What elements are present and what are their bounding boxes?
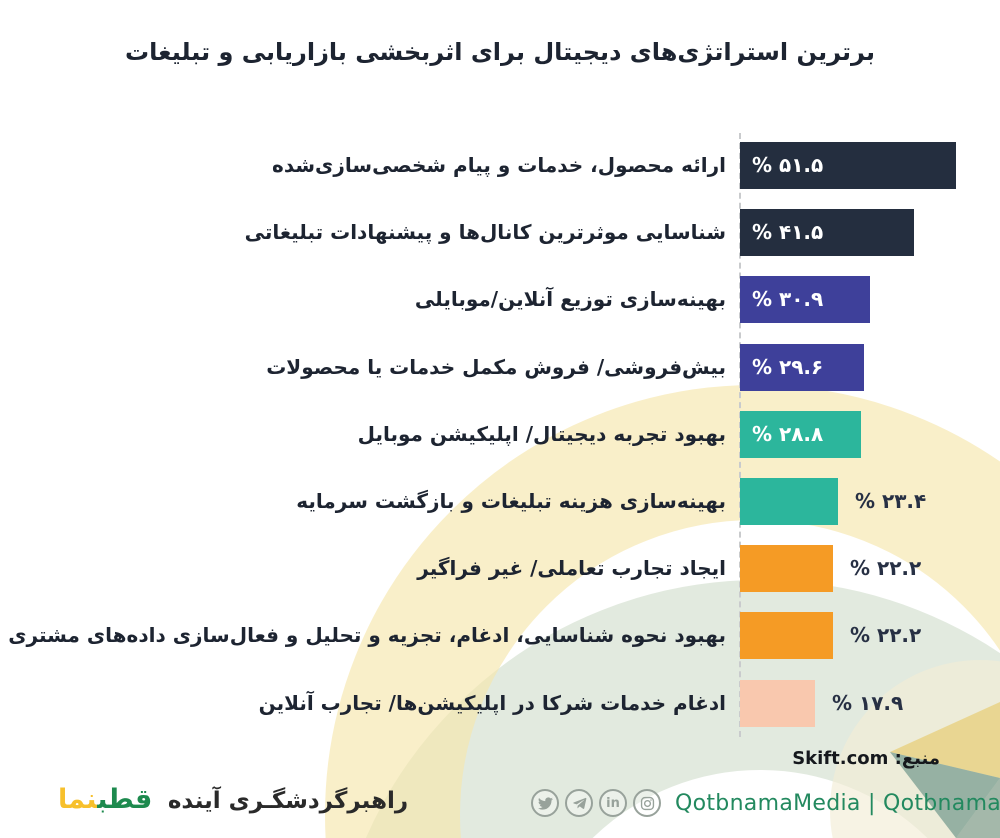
category-label: ارائه محصول، خدمات و پیام شخصی‌سازی‌شده [272, 153, 726, 177]
value-label: % ۲۹.۶ [752, 355, 824, 379]
category-label: بهبود نحوه شناسایی، ادغام، تجزیه و تحلیل… [8, 623, 726, 647]
bar [740, 209, 914, 256]
chart-row: ارائه محصول، خدمات و پیام شخصی‌سازی‌شده … [0, 142, 1000, 189]
telegram-icon[interactable] [565, 789, 593, 817]
twitter-icon[interactable] [531, 789, 559, 817]
chart-title: برترین استراتژی‌های دیجیتال برای اثربخشی… [125, 38, 875, 66]
bar [740, 680, 815, 727]
chart-row: بهینه‌سازی توزیع آنلاین/موبایلی % ۳۰.۹ [0, 276, 1000, 323]
bar [740, 344, 864, 391]
category-label: بهینه‌سازی هزینه تبلیغات و بازگشت سرمایه [296, 489, 726, 513]
bar [740, 276, 870, 323]
social-row: in QotbnamaMedia | Qotbnama.com [531, 789, 1000, 817]
value-label: % ۱۷.۹ [832, 691, 904, 715]
brand-logo: راهبرگردشگـری آینده قطبنما [58, 784, 408, 815]
bar [740, 411, 861, 458]
category-label: ادغام خدمات شرکا در اپلیکیشن‌ها/ تجارب آ… [258, 691, 726, 715]
chart-row: بهینه‌سازی هزینه تبلیغات و بازگشت سرمایه… [0, 478, 1000, 525]
chart-row: بهبود نحوه شناسایی، ادغام، تجزیه و تحلیل… [0, 612, 1000, 659]
bar [740, 545, 833, 592]
value-label: % ۴۱.۵ [752, 220, 824, 244]
brand-tagline: راهبرگردشگـری آینده [167, 788, 409, 814]
bar [740, 142, 956, 189]
chart-row: بهبود تجربه دیجیتال/ اپلیکیشن موبایل % ۲… [0, 411, 1000, 458]
bar [740, 478, 838, 525]
value-label: % ۳۰.۹ [752, 287, 824, 311]
bar [740, 612, 833, 659]
value-label: % ۵۱.۵ [752, 153, 824, 177]
social-handle[interactable]: QotbnamaMedia | Qotbnama.com [675, 790, 1000, 816]
chart-row: ایجاد تجارب تعاملی/ غیر فراگیر % ۲۲.۲ [0, 545, 1000, 592]
category-label: بیش‌فروشی/ فروش مکمل خدمات یا محصولات [266, 355, 726, 379]
value-label: % ۲۲.۲ [850, 623, 922, 647]
brand-name-yellow: نما [58, 784, 98, 815]
linkedin-icon[interactable]: in [599, 789, 627, 817]
category-label: بهبود تجربه دیجیتال/ اپلیکیشن موبایل [357, 422, 726, 446]
source-note: منبع: Skift.com [792, 748, 940, 769]
value-label: % ۲۳.۴ [855, 489, 927, 513]
chart-row: بیش‌فروشی/ فروش مکمل خدمات یا محصولات % … [0, 344, 1000, 391]
category-label: ایجاد تجارب تعاملی/ غیر فراگیر [417, 556, 726, 580]
chart-row: ادغام خدمات شرکا در اپلیکیشن‌ها/ تجارب آ… [0, 680, 1000, 727]
value-label: % ۲۸.۸ [752, 422, 824, 446]
value-label: % ۲۲.۲ [850, 556, 922, 580]
chart-row: شناسایی موثرترین کانال‌ها و پیشنهادات تب… [0, 209, 1000, 256]
category-label: شناسایی موثرترین کانال‌ها و پیشنهادات تب… [244, 220, 726, 244]
compass-kite-shape [890, 702, 1000, 838]
brand-name-green: قطب [97, 784, 153, 815]
category-label: بهینه‌سازی توزیع آنلاین/موبایلی [414, 287, 726, 311]
instagram-icon[interactable] [633, 789, 661, 817]
